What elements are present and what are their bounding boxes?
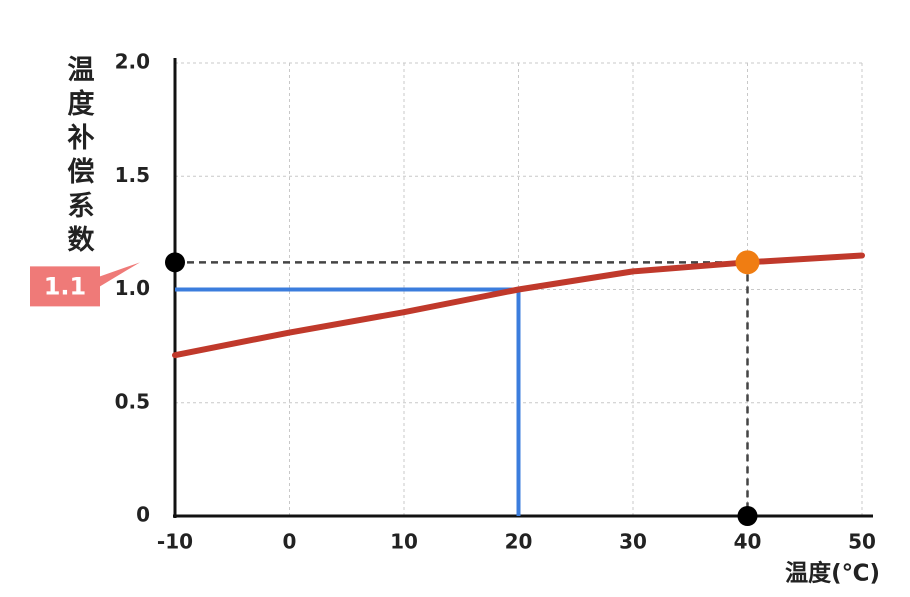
x-axis-label: 温度(℃) <box>785 560 880 587</box>
y-tick-label: 1.5 <box>115 163 150 187</box>
x-tick-label: 50 <box>848 530 876 554</box>
x-tick-label: 40 <box>734 530 762 554</box>
y-tick-label: 0 <box>136 503 150 527</box>
x-tick-label: 10 <box>390 530 418 554</box>
callout-label: 1.1 <box>44 272 87 300</box>
x-tick-label: 30 <box>619 530 647 554</box>
x-tick-label: 20 <box>505 530 533 554</box>
x-tick-label: -10 <box>157 530 193 554</box>
reading-dot-x <box>737 506 758 526</box>
callout <box>30 262 140 307</box>
reading-point <box>735 250 760 275</box>
y-tick-label: 2.0 <box>115 50 150 74</box>
y-tick-label: 1.0 <box>115 276 150 300</box>
reading-dot-y <box>165 252 185 273</box>
y-tick-label: 0.5 <box>115 389 150 413</box>
y-axis-label: 温度补偿系数 <box>63 55 95 259</box>
x-tick-label: 0 <box>283 530 297 554</box>
